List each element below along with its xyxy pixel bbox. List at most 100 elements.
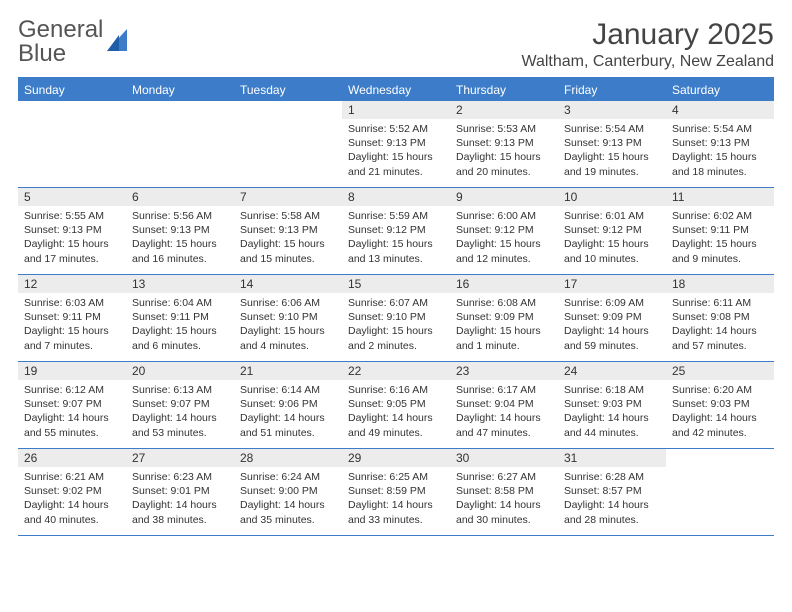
calendar-cell: 10Sunrise: 6:01 AMSunset: 9:12 PMDayligh… [558, 188, 666, 274]
calendar-cell: 20Sunrise: 6:13 AMSunset: 9:07 PMDayligh… [126, 362, 234, 448]
day-details: Sunrise: 6:07 AMSunset: 9:10 PMDaylight:… [342, 293, 450, 359]
sunset-line: Sunset: 9:03 PM [672, 397, 768, 411]
weekday-header: Sunday [18, 79, 126, 101]
sunset-line: Sunset: 9:08 PM [672, 310, 768, 324]
sunset-line: Sunset: 9:10 PM [240, 310, 336, 324]
sunrise-line: Sunrise: 6:04 AM [132, 296, 228, 310]
calendar-cell: 3Sunrise: 5:54 AMSunset: 9:13 PMDaylight… [558, 101, 666, 187]
sunset-line: Sunset: 9:12 PM [348, 223, 444, 237]
location: Waltham, Canterbury, New Zealand [521, 53, 774, 71]
day-details: Sunrise: 6:27 AMSunset: 8:58 PMDaylight:… [450, 467, 558, 533]
day-number: 14 [234, 275, 342, 293]
sunset-line: Sunset: 9:13 PM [672, 136, 768, 150]
daylight-line: Daylight: 15 hours and 16 minutes. [132, 237, 228, 265]
logo: General Blue [18, 18, 133, 66]
day-number: 25 [666, 362, 774, 380]
daylight-line: Daylight: 14 hours and 49 minutes. [348, 411, 444, 439]
sunset-line: Sunset: 9:13 PM [564, 136, 660, 150]
day-details: Sunrise: 6:06 AMSunset: 9:10 PMDaylight:… [234, 293, 342, 359]
day-details: Sunrise: 5:54 AMSunset: 9:13 PMDaylight:… [666, 119, 774, 185]
calendar-cell-empty [666, 449, 774, 535]
sunrise-line: Sunrise: 5:54 AM [564, 122, 660, 136]
daylight-line: Daylight: 15 hours and 6 minutes. [132, 324, 228, 352]
daylight-line: Daylight: 14 hours and 47 minutes. [456, 411, 552, 439]
day-details: Sunrise: 6:13 AMSunset: 9:07 PMDaylight:… [126, 380, 234, 446]
sunset-line: Sunset: 9:13 PM [348, 136, 444, 150]
calendar-cell: 17Sunrise: 6:09 AMSunset: 9:09 PMDayligh… [558, 275, 666, 361]
day-number: 10 [558, 188, 666, 206]
day-details: Sunrise: 6:00 AMSunset: 9:12 PMDaylight:… [450, 206, 558, 272]
calendar-cell: 28Sunrise: 6:24 AMSunset: 9:00 PMDayligh… [234, 449, 342, 535]
daylight-line: Daylight: 15 hours and 2 minutes. [348, 324, 444, 352]
calendar-cell: 16Sunrise: 6:08 AMSunset: 9:09 PMDayligh… [450, 275, 558, 361]
day-details: Sunrise: 6:08 AMSunset: 9:09 PMDaylight:… [450, 293, 558, 359]
day-details: Sunrise: 5:54 AMSunset: 9:13 PMDaylight:… [558, 119, 666, 185]
sunset-line: Sunset: 9:13 PM [132, 223, 228, 237]
daylight-line: Daylight: 14 hours and 38 minutes. [132, 498, 228, 526]
daylight-line: Daylight: 15 hours and 7 minutes. [24, 324, 120, 352]
day-number: 1 [342, 101, 450, 119]
sunset-line: Sunset: 9:07 PM [132, 397, 228, 411]
daylight-line: Daylight: 15 hours and 13 minutes. [348, 237, 444, 265]
day-details: Sunrise: 6:01 AMSunset: 9:12 PMDaylight:… [558, 206, 666, 272]
logo-text: General Blue [18, 18, 103, 66]
weekday-header: Friday [558, 79, 666, 101]
weekday-header: Tuesday [234, 79, 342, 101]
logo-sail-icon [105, 25, 133, 55]
day-details: Sunrise: 6:20 AMSunset: 9:03 PMDaylight:… [666, 380, 774, 446]
sunrise-line: Sunrise: 6:27 AM [456, 470, 552, 484]
daylight-line: Daylight: 15 hours and 15 minutes. [240, 237, 336, 265]
sunset-line: Sunset: 9:13 PM [456, 136, 552, 150]
logo-text-blue: Blue [18, 40, 66, 67]
sunrise-line: Sunrise: 6:18 AM [564, 383, 660, 397]
sunrise-line: Sunrise: 6:03 AM [24, 296, 120, 310]
calendar-cell: 21Sunrise: 6:14 AMSunset: 9:06 PMDayligh… [234, 362, 342, 448]
sunset-line: Sunset: 9:10 PM [348, 310, 444, 324]
sunrise-line: Sunrise: 6:09 AM [564, 296, 660, 310]
sunset-line: Sunset: 9:11 PM [672, 223, 768, 237]
calendar-cell: 24Sunrise: 6:18 AMSunset: 9:03 PMDayligh… [558, 362, 666, 448]
calendar-cell: 11Sunrise: 6:02 AMSunset: 9:11 PMDayligh… [666, 188, 774, 274]
daylight-line: Daylight: 14 hours and 44 minutes. [564, 411, 660, 439]
weekday-header-row: Sunday Monday Tuesday Wednesday Thursday… [18, 79, 774, 101]
day-number: 15 [342, 275, 450, 293]
calendar-cell-empty [234, 101, 342, 187]
sunset-line: Sunset: 9:00 PM [240, 484, 336, 498]
calendar-cell: 14Sunrise: 6:06 AMSunset: 9:10 PMDayligh… [234, 275, 342, 361]
day-number: 20 [126, 362, 234, 380]
calendar-week-row: 1Sunrise: 5:52 AMSunset: 9:13 PMDaylight… [18, 101, 774, 188]
sunset-line: Sunset: 8:58 PM [456, 484, 552, 498]
calendar-week-row: 26Sunrise: 6:21 AMSunset: 9:02 PMDayligh… [18, 449, 774, 536]
sunrise-line: Sunrise: 6:23 AM [132, 470, 228, 484]
day-details: Sunrise: 6:17 AMSunset: 9:04 PMDaylight:… [450, 380, 558, 446]
daylight-line: Daylight: 14 hours and 53 minutes. [132, 411, 228, 439]
day-number: 31 [558, 449, 666, 467]
day-number: 19 [18, 362, 126, 380]
calendar-cell: 7Sunrise: 5:58 AMSunset: 9:13 PMDaylight… [234, 188, 342, 274]
daylight-line: Daylight: 14 hours and 35 minutes. [240, 498, 336, 526]
daylight-line: Daylight: 14 hours and 30 minutes. [456, 498, 552, 526]
calendar-cell: 18Sunrise: 6:11 AMSunset: 9:08 PMDayligh… [666, 275, 774, 361]
sunset-line: Sunset: 9:02 PM [24, 484, 120, 498]
day-details: Sunrise: 6:18 AMSunset: 9:03 PMDaylight:… [558, 380, 666, 446]
calendar-cell: 30Sunrise: 6:27 AMSunset: 8:58 PMDayligh… [450, 449, 558, 535]
weekday-header: Saturday [666, 79, 774, 101]
daylight-line: Daylight: 15 hours and 19 minutes. [564, 150, 660, 178]
weeks-container: 1Sunrise: 5:52 AMSunset: 9:13 PMDaylight… [18, 101, 774, 536]
day-details: Sunrise: 5:55 AMSunset: 9:13 PMDaylight:… [18, 206, 126, 272]
day-details: Sunrise: 6:09 AMSunset: 9:09 PMDaylight:… [558, 293, 666, 359]
day-number: 16 [450, 275, 558, 293]
sunrise-line: Sunrise: 6:12 AM [24, 383, 120, 397]
daylight-line: Daylight: 15 hours and 9 minutes. [672, 237, 768, 265]
day-number: 27 [126, 449, 234, 467]
sunset-line: Sunset: 9:06 PM [240, 397, 336, 411]
calendar-cell-empty [126, 101, 234, 187]
sunrise-line: Sunrise: 6:17 AM [456, 383, 552, 397]
sunset-line: Sunset: 9:12 PM [456, 223, 552, 237]
day-details: Sunrise: 6:23 AMSunset: 9:01 PMDaylight:… [126, 467, 234, 533]
calendar-cell: 2Sunrise: 5:53 AMSunset: 9:13 PMDaylight… [450, 101, 558, 187]
day-details: Sunrise: 6:03 AMSunset: 9:11 PMDaylight:… [18, 293, 126, 359]
sunrise-line: Sunrise: 5:56 AM [132, 209, 228, 223]
sunset-line: Sunset: 9:03 PM [564, 397, 660, 411]
sunset-line: Sunset: 9:11 PM [24, 310, 120, 324]
